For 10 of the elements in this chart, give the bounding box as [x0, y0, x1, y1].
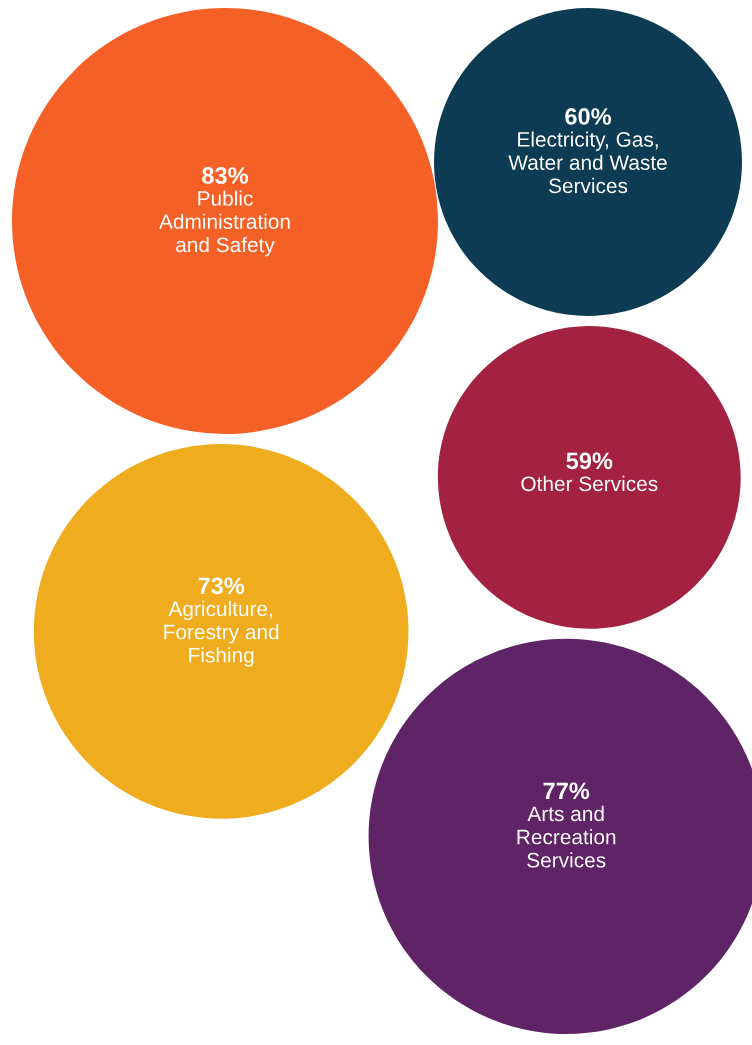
- data-label: 83%: [202, 167, 249, 184]
- category-label: Other Services: [521, 475, 658, 492]
- data-label: 73%: [198, 577, 245, 595]
- data-label: 59%: [566, 452, 613, 470]
- category-label: Electricity, Gas, Water and Waste Services: [508, 131, 667, 194]
- data-label: 60%: [565, 108, 612, 125]
- category-label: Arts and Recreation Services: [517, 805, 616, 868]
- category-label: Public Administration and Safety: [159, 190, 290, 257]
- category-label: Agriculture, Forestry and Fishing: [164, 600, 279, 667]
- data-label: 77%: [543, 782, 590, 800]
